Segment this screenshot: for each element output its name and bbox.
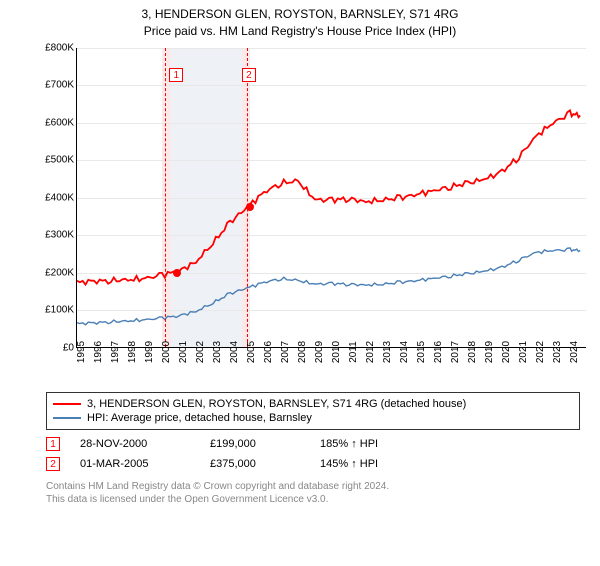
- x-axis-label: 2012: [365, 340, 376, 362]
- marker-box-1: 1: [169, 68, 183, 82]
- transaction-marker: 1: [46, 437, 60, 451]
- x-axis-label: 2005: [246, 340, 257, 362]
- x-axis-label: 2020: [501, 340, 512, 362]
- legend: 3, HENDERSON GLEN, ROYSTON, BARNSLEY, S7…: [46, 392, 580, 430]
- series-line-1: [77, 247, 580, 324]
- legend-item: HPI: Average price, detached house, Barn…: [53, 411, 573, 425]
- legend-swatch: [53, 403, 81, 405]
- x-axis-label: 1995: [76, 340, 87, 362]
- x-axis-label: 1996: [93, 340, 104, 362]
- x-axis-label: 2009: [314, 340, 325, 362]
- x-axis-label: 2016: [433, 340, 444, 362]
- x-axis-label: 2019: [484, 340, 495, 362]
- marker-dot-2: [246, 203, 254, 211]
- chart-container: £0£100K£200K£300K£400K£500K£600K£700K£80…: [30, 48, 590, 388]
- x-axis-label: 2021: [518, 340, 529, 362]
- x-axis-label: 2023: [552, 340, 563, 362]
- y-axis-label: £300K: [45, 230, 74, 241]
- x-axis-label: 1997: [110, 340, 121, 362]
- x-axis-label: 2004: [229, 340, 240, 362]
- legend-swatch: [53, 417, 81, 419]
- x-axis-label: 2007: [280, 340, 291, 362]
- legend-label: HPI: Average price, detached house, Barn…: [87, 412, 312, 424]
- x-axis-label: 2000: [161, 340, 172, 362]
- y-axis-label: £0: [63, 342, 74, 353]
- page-subtitle: Price paid vs. HM Land Registry's House …: [0, 23, 600, 40]
- x-axis-label: 2022: [535, 340, 546, 362]
- y-axis-label: £100K: [45, 305, 74, 316]
- transaction-date: 28-NOV-2000: [80, 438, 190, 450]
- y-axis-label: £400K: [45, 192, 74, 203]
- x-axis-label: 2006: [263, 340, 274, 362]
- y-axis-label: £800K: [45, 42, 74, 53]
- x-axis-label: 2015: [416, 340, 427, 362]
- x-axis-label: 2014: [399, 340, 410, 362]
- legend-item: 3, HENDERSON GLEN, ROYSTON, BARNSLEY, S7…: [53, 397, 573, 411]
- chart-plot: [76, 48, 586, 348]
- x-axis-label: 2002: [195, 340, 206, 362]
- page-title: 3, HENDERSON GLEN, ROYSTON, BARNSLEY, S7…: [0, 6, 600, 23]
- transaction-row: 1 28-NOV-2000 £199,000 185% ↑ HPI: [46, 434, 580, 454]
- transaction-hpi: 185% ↑ HPI: [320, 438, 378, 450]
- x-axis-label: 2008: [297, 340, 308, 362]
- x-axis-label: 2013: [382, 340, 393, 362]
- transaction-price: £375,000: [210, 458, 300, 470]
- y-axis-label: £700K: [45, 80, 74, 91]
- footer: Contains HM Land Registry data © Crown c…: [46, 480, 580, 506]
- transaction-row: 2 01-MAR-2005 £375,000 145% ↑ HPI: [46, 454, 580, 474]
- series-line-0: [77, 110, 580, 284]
- y-axis-label: £200K: [45, 267, 74, 278]
- footer-line1: Contains HM Land Registry data © Crown c…: [46, 480, 580, 493]
- x-axis-label: 2003: [212, 340, 223, 362]
- transaction-hpi: 145% ↑ HPI: [320, 458, 378, 470]
- chart-series: [77, 48, 586, 348]
- transaction-marker: 2: [46, 457, 60, 471]
- y-axis-label: £500K: [45, 155, 74, 166]
- footer-line2: This data is licensed under the Open Gov…: [46, 493, 580, 506]
- transactions-table: 1 28-NOV-2000 £199,000 185% ↑ HPI 2 01-MAR-20…: [46, 434, 580, 474]
- x-axis-label: 2010: [331, 340, 342, 362]
- y-axis-label: £600K: [45, 117, 74, 128]
- x-axis-label: 1999: [144, 340, 155, 362]
- transaction-price: £199,000: [210, 438, 300, 450]
- x-axis-label: 2018: [467, 340, 478, 362]
- marker-box-2: 2: [242, 68, 256, 82]
- legend-label: 3, HENDERSON GLEN, ROYSTON, BARNSLEY, S7…: [87, 398, 466, 410]
- marker-dot-1: [173, 269, 181, 277]
- x-axis-label: 2011: [348, 341, 359, 363]
- x-axis-label: 1998: [127, 340, 138, 362]
- x-axis-label: 2017: [450, 340, 461, 362]
- x-axis-label: 2024: [569, 340, 580, 362]
- transaction-date: 01-MAR-2005: [80, 458, 190, 470]
- x-axis-label: 2001: [178, 340, 189, 362]
